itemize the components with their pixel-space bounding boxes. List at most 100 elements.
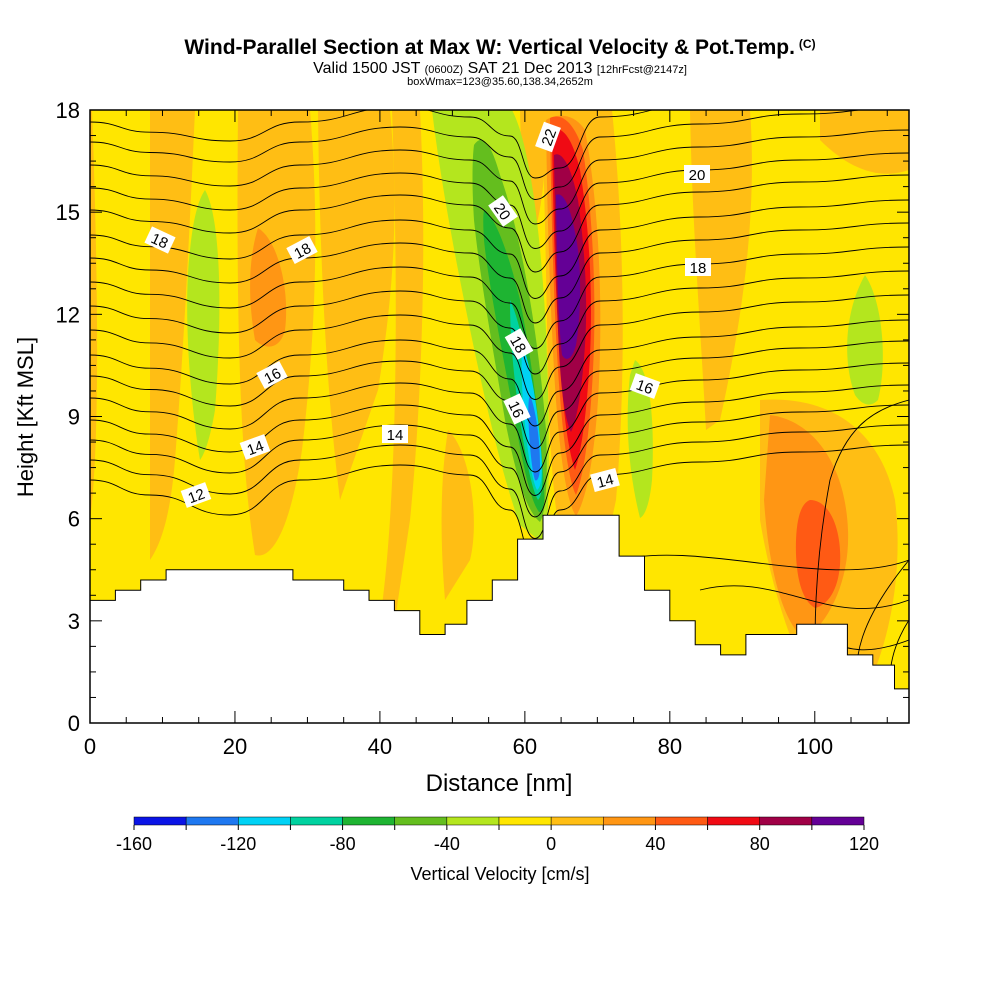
colorbar-label: Vertical Velocity [cm/s] <box>410 864 589 884</box>
isentrope-line <box>90 222 909 324</box>
isentrope-label-box <box>535 121 561 153</box>
y-tick-label: 6 <box>68 507 80 532</box>
isentrope-line <box>90 199 909 299</box>
isentrope-label-box <box>503 393 531 425</box>
isentrope-label-box <box>382 425 408 443</box>
x-tick-label: 80 <box>658 734 682 759</box>
x-tick-label: 0 <box>84 734 96 759</box>
terrain-mask <box>90 514 909 723</box>
colorbar-swatch <box>603 816 656 826</box>
isentrope-label: 20 <box>488 195 518 227</box>
colorbar-swatch <box>707 816 760 826</box>
subtitle-box: boxWmax=123@35.60,138.34,2652m <box>407 76 593 88</box>
colorbar-swatch <box>185 816 239 826</box>
band-up-4 <box>380 110 424 620</box>
isentropes <box>90 110 909 711</box>
colorbar-swatch <box>498 816 552 826</box>
subtitle-valid: Valid 1500 JST <box>313 60 421 77</box>
isentrope-line <box>90 294 909 400</box>
isentrope-label-text: 20 <box>689 167 706 184</box>
colorbar-tick-label: 80 <box>750 834 770 854</box>
downdraft-m120 <box>528 395 540 481</box>
isentrope-label-box <box>684 165 710 183</box>
x-tick-label: 20 <box>223 734 247 759</box>
isentrope-label-text: 14 <box>387 427 404 444</box>
isentrope-line <box>90 362 909 473</box>
isentrope-label-text: 16 <box>261 365 284 388</box>
colorbar-tick-label: 40 <box>645 834 665 854</box>
isentrope-line <box>90 246 909 349</box>
isentrope-line <box>90 174 909 273</box>
colorbar-tick-label: -160 <box>116 834 152 854</box>
isentrope-label: 14 <box>590 467 620 493</box>
isentrope-label: 12 <box>180 482 212 508</box>
chart-title-text: Wind-Parallel Section at Max W: Vertical… <box>184 36 795 59</box>
colorbar-swatch <box>811 816 865 826</box>
band-up-3 <box>318 110 395 500</box>
isentrope-label-text: 12 <box>186 486 207 508</box>
band-strong-up-left <box>250 228 287 347</box>
x-tick-label: 60 <box>513 734 537 759</box>
isentrope-label: 18 <box>504 328 534 360</box>
colorbar-swatch <box>394 816 448 826</box>
isentrope-line <box>699 585 909 609</box>
colorbar-tick-label: 0 <box>546 834 556 854</box>
isentrope-labels: 12 14 14 14 16 16 16 18 18 18 18 20 20 22 <box>144 121 711 508</box>
isentrope-label-text: 22 <box>539 127 561 148</box>
subtitle-utc: (0600Z) <box>424 64 464 76</box>
isentrope-label: 16 <box>503 393 531 425</box>
y-tick-label: 18 <box>56 98 80 123</box>
isentrope-label: 18 <box>685 258 711 277</box>
isentrope-line <box>90 270 909 375</box>
isentrope-label-box <box>685 258 711 276</box>
isentrope-label-text: 18 <box>148 230 170 252</box>
colorbar-swatch <box>759 816 813 826</box>
isentrope-label: 14 <box>382 425 408 444</box>
isentrope-label-text: 14 <box>595 471 616 492</box>
isentrope-line <box>90 384 909 496</box>
isentrope-label-box <box>504 328 534 360</box>
subtitle-date: SAT 21 Dec 2013 <box>467 60 593 77</box>
isentrope-label-box <box>239 434 271 460</box>
colorbar-swatch <box>342 816 395 826</box>
y-tick-label: 3 <box>68 609 80 634</box>
chart-title: Wind-Parallel Section at Max W: Vertical… <box>0 36 1000 60</box>
colorbar-swatch <box>550 816 604 826</box>
isentrope-label-box <box>180 482 212 508</box>
isentrope-label: 20 <box>684 165 710 184</box>
y-tick-label: 9 <box>68 405 80 430</box>
y-tick-label: 15 <box>56 200 80 225</box>
updraft-p120 <box>556 194 581 359</box>
isentrope-label-box <box>590 467 620 493</box>
velocity-shading <box>90 110 909 700</box>
isentrope-label-text: 18 <box>690 260 707 277</box>
colorbar: -160 -120 -80 -40 0 40 80 120 <box>116 816 879 854</box>
isentrope-label-box <box>629 373 661 399</box>
colorbar-swatch <box>290 816 343 826</box>
isentrope-label-text: 14 <box>245 438 266 460</box>
isentrope-label: 18 <box>144 226 176 254</box>
isentrope-line <box>619 554 909 571</box>
isentrope-label-box <box>144 226 176 254</box>
isentrope-line <box>90 444 909 561</box>
y-axis-label: Height [Kft MSL] <box>13 337 38 497</box>
axes: 0 20 40 60 80 100 0 3 6 9 12 15 18 <box>56 98 909 759</box>
colorbar-tick-label: 120 <box>849 834 879 854</box>
colorbar-tick-label: -80 <box>330 834 356 854</box>
chart-subtitle: Valid 1500 JST (0600Z) SAT 21 Dec 2013 [… <box>0 60 1000 78</box>
isentrope-label-text: 16 <box>504 398 526 420</box>
colorbar-tick-label: -40 <box>434 834 460 854</box>
colorbar-swatch <box>238 816 291 826</box>
isentrope-label-text: 18 <box>291 240 314 263</box>
x-axis-label: Distance [nm] <box>426 770 573 797</box>
band-dn-3 <box>847 275 883 405</box>
band-up-1 <box>150 110 195 560</box>
y-tick-label: 0 <box>68 711 80 736</box>
isentrope-line <box>90 404 909 518</box>
x-tick-label: 40 <box>368 734 392 759</box>
band-up-5 <box>441 430 474 600</box>
isentrope-line <box>90 319 909 427</box>
isentrope-label: 14 <box>239 434 271 460</box>
isentrope-label-text: 18 <box>506 333 529 356</box>
colorbar-tick-label: -120 <box>220 834 256 854</box>
